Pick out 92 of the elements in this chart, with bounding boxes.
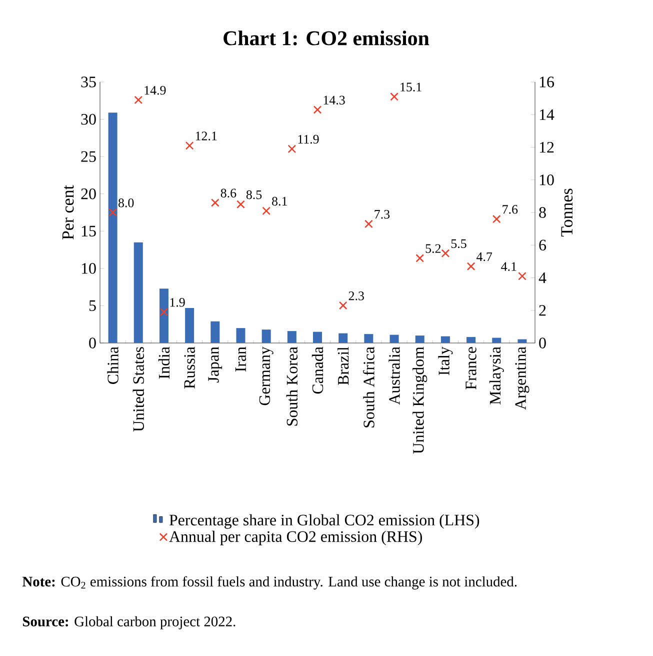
chart-title: Chart 1: CO2 emission: [224, 30, 430, 46]
y-tick-label: 35: [81, 76, 96, 88]
bar: [518, 339, 527, 343]
x-tick-label: South Korea: [286, 346, 298, 426]
bar: [262, 330, 271, 343]
point: [441, 249, 450, 258]
data-label: 7.3: [374, 210, 390, 219]
point: [160, 308, 168, 316]
y2-tick-label: 2: [539, 305, 546, 316]
x-tick-label: Iran: [235, 346, 246, 372]
data-label: 2.3: [348, 292, 364, 300]
point: [364, 220, 373, 228]
data-label: 12.1: [196, 132, 217, 140]
bar: [415, 336, 424, 343]
y2-tick-label: 4: [538, 272, 546, 283]
bar: [159, 288, 168, 343]
point: [108, 208, 117, 217]
bar: [338, 333, 348, 343]
x-tick-label: China: [107, 346, 118, 384]
bar: [364, 334, 374, 343]
bar: [108, 112, 118, 343]
point: [288, 144, 296, 154]
x-tick-label: United Kingdom: [412, 346, 428, 454]
text: Note: CO$_{2}$ emissions from fossil fuels and industry. Land use change is not included.: [22, 576, 517, 590]
point: [185, 141, 194, 150]
point: [518, 272, 526, 280]
legend-label: Percentage share in Global CO2 emission (LHS): [169, 514, 480, 529]
x-tick-label: Argentina: [515, 346, 530, 410]
data-label: 15.1: [400, 82, 422, 92]
y2-tick-label: 0: [539, 338, 546, 348]
y-tick-label: 25: [81, 151, 96, 162]
y-axis-title: Per cent: [62, 185, 74, 240]
point: [313, 106, 322, 114]
x-tick-label: France: [466, 347, 476, 390]
x-tick-label: Russia: [184, 346, 195, 389]
data-label: 14.3: [324, 96, 345, 105]
bar: [236, 328, 246, 343]
point: [416, 254, 424, 262]
y2-tick-label: 8: [539, 207, 546, 218]
bar: [466, 337, 476, 343]
data-label: 8.1: [272, 196, 287, 206]
x-tick-label: Brazil: [337, 346, 349, 386]
data-label: 4.7: [476, 252, 492, 262]
point: [390, 92, 398, 101]
data-label: 8.6: [220, 188, 236, 198]
point: [338, 301, 348, 310]
bar: [492, 338, 502, 343]
bar: [440, 336, 450, 343]
point: [466, 262, 476, 271]
point: [492, 214, 501, 224]
y2-tick-label: 16: [540, 76, 554, 88]
bar: [313, 332, 322, 343]
data-label: 11.9: [298, 134, 319, 144]
data-label: 8.0: [118, 198, 134, 208]
point: [134, 96, 143, 104]
x-tick-label: Japan: [208, 346, 222, 382]
point: [262, 206, 271, 216]
y2-tick-label: 12: [540, 142, 554, 153]
point: [210, 198, 220, 207]
bar: [287, 331, 296, 343]
y2-axis-title: Tonnes: [561, 188, 573, 237]
y-tick-label: 10: [82, 263, 96, 274]
bar: [185, 308, 194, 343]
bar: [134, 242, 143, 343]
data-label: 14.9: [144, 86, 166, 95]
x-tick-label: Italy: [438, 346, 453, 376]
y-tick-label: 5: [89, 300, 96, 312]
x-tick-label: Australia: [388, 346, 400, 405]
y-tick-label: 30: [81, 114, 96, 125]
y2-tick-label: 10: [540, 174, 554, 186]
bar: [390, 334, 399, 343]
data-label: 5.2: [426, 244, 441, 253]
y-tick-label: 20: [81, 188, 96, 200]
x-tick-label: South Africa: [362, 346, 374, 428]
x-tick-label: India: [158, 346, 170, 379]
x-tick-label: United States: [132, 347, 144, 432]
text: Source: Global carbon project 2022.: [22, 616, 236, 630]
data-label: 7.6: [502, 205, 518, 214]
data-label: 8.5: [246, 190, 262, 200]
data-label: 5.5: [451, 239, 466, 248]
legend-label: Annual per capita CO2 emission (RHS): [169, 530, 422, 546]
x-tick-label: Malaysia: [489, 346, 504, 404]
x-tick-label: Canada: [312, 346, 324, 394]
y2-tick-label: 14: [540, 109, 554, 120]
y2-tick-label: 6: [539, 240, 546, 250]
point: [236, 200, 245, 209]
data-label: 4.1: [501, 262, 516, 271]
x-tick-label: Germany: [259, 346, 274, 406]
y-tick-label: 15: [82, 226, 96, 236]
bar: [210, 321, 220, 343]
y-tick-label: 0: [89, 338, 96, 348]
data-label: 1.9: [170, 298, 185, 307]
